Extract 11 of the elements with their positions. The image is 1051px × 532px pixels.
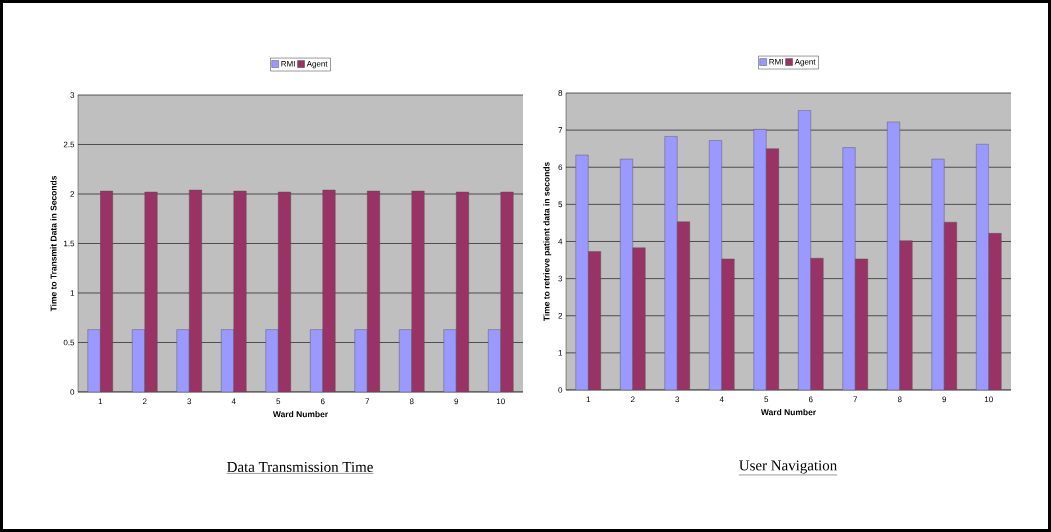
x-axis-title: Ward Number — [272, 410, 328, 418]
x-axis-title: Ward Number — [760, 408, 816, 416]
bar — [500, 191, 514, 392]
bar — [322, 189, 336, 392]
bar — [144, 191, 158, 392]
y-axis-title: Time to Transmit Data in Seconds — [50, 175, 57, 312]
bar — [411, 190, 425, 392]
text: Data Transmission Time — [227, 461, 373, 472]
y-axis-title: Time to retrieve patient data in seconds — [543, 162, 552, 322]
bar — [233, 190, 247, 392]
text: User Navigation — [739, 460, 837, 474]
